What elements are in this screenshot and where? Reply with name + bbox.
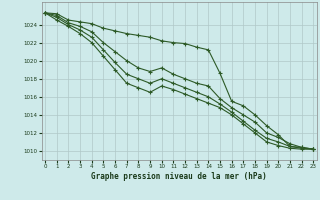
- X-axis label: Graphe pression niveau de la mer (hPa): Graphe pression niveau de la mer (hPa): [91, 172, 267, 181]
